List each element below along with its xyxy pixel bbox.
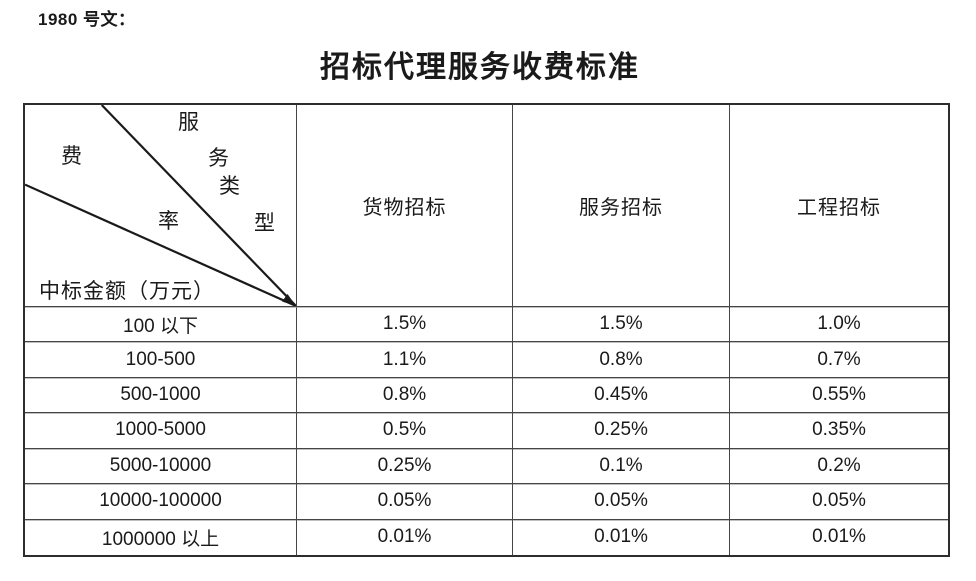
column-header-services: 服务招标 bbox=[513, 105, 730, 307]
page-title: 招标代理服务收费标准 bbox=[320, 50, 640, 85]
table-cell: 0.5% bbox=[297, 413, 513, 449]
table-cell: 1.5% bbox=[297, 307, 513, 343]
table-cell: 0.01% bbox=[812, 526, 866, 548]
table-cell: 0.35% bbox=[730, 413, 948, 449]
fee-table: 费 率 服 务 类 型 中标金额（万元） 货物招标 服务招标 工程招标 100 … bbox=[23, 103, 950, 557]
table-cell: 1.0% bbox=[730, 307, 948, 343]
corner-fee-char-2: 率 bbox=[158, 209, 179, 233]
table-cell: 0.45% bbox=[513, 377, 730, 414]
corner-type-char-2: 务 bbox=[208, 146, 229, 170]
table-cell: 1.1% bbox=[297, 342, 513, 378]
row-label: 100 以下 bbox=[25, 307, 297, 343]
corner-fee-char-1: 费 bbox=[61, 144, 82, 168]
row-label: 5000-10000 bbox=[25, 448, 297, 485]
table-cell: 0.05% bbox=[730, 484, 948, 520]
corner-type-char-3: 类 bbox=[219, 174, 240, 198]
corner-amount-label: 中标金额（万元） bbox=[39, 279, 215, 303]
table-cell: 0.8% bbox=[297, 377, 513, 414]
table-cell: 0.7% bbox=[730, 342, 948, 378]
row-label: 1000000 以上 bbox=[25, 519, 297, 555]
corner-type-char-1: 服 bbox=[178, 110, 199, 134]
table-cell: 0.25% bbox=[297, 448, 513, 485]
table-cell: 0.05% bbox=[513, 484, 730, 520]
arrowhead bbox=[282, 294, 296, 306]
column-header-goods: 货物招标 bbox=[297, 105, 513, 307]
table-cell: 0.01% bbox=[513, 519, 730, 555]
doc-number-label: 1980 号文： bbox=[38, 10, 136, 29]
table-cell: 0.55% bbox=[730, 378, 948, 414]
table-cell: 0.2% bbox=[730, 449, 948, 485]
table-cell: 0.01% bbox=[297, 519, 513, 555]
diagonal-corner-cell: 费 率 服 务 类 型 中标金额（万元） bbox=[25, 105, 297, 307]
corner-type-char-4: 型 bbox=[254, 211, 275, 235]
table-cell: 1.5% bbox=[513, 307, 730, 343]
table-cell: 0.25% bbox=[513, 413, 730, 449]
table-cell: 0.1% bbox=[513, 448, 730, 485]
table-cell: 0.8% bbox=[513, 342, 730, 378]
column-header-engineering: 工程招标 bbox=[730, 105, 948, 307]
diagonal-lines bbox=[25, 105, 296, 306]
table-cell: 0.05% bbox=[297, 484, 513, 520]
row-label: 1000-5000 bbox=[25, 413, 297, 449]
row-label: 100-500 bbox=[25, 342, 297, 378]
row-label: 10000-100000 bbox=[25, 484, 297, 520]
row-label: 500-1000 bbox=[25, 377, 297, 414]
